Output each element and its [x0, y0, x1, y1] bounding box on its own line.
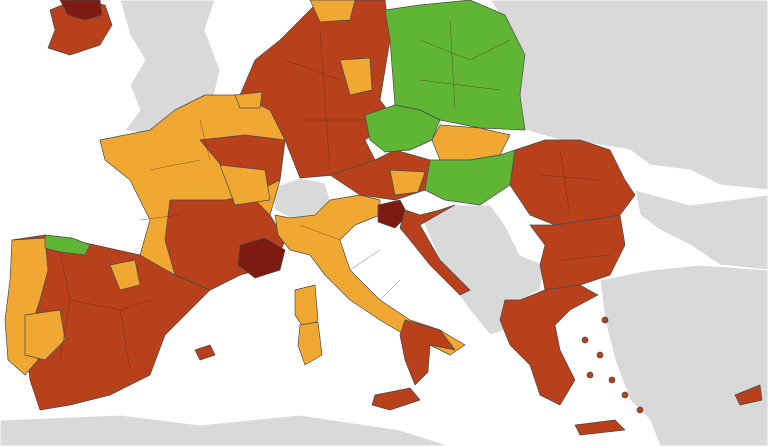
island — [636, 406, 644, 414]
region — [234, 91, 263, 109]
region — [59, 0, 103, 21]
balearic — [194, 344, 216, 361]
central-west — [234, 0, 431, 201]
region — [399, 319, 456, 386]
region — [339, 57, 373, 96]
cyprus — [734, 384, 763, 406]
italy-adriatic — [274, 194, 471, 411]
croatia — [399, 204, 471, 296]
region — [389, 169, 426, 196]
island — [581, 336, 589, 344]
region — [309, 0, 356, 23]
greece — [499, 284, 599, 406]
ireland — [47, 0, 113, 56]
borders — [539, 149, 611, 261]
island — [601, 316, 609, 324]
south-east — [499, 139, 763, 436]
portugal — [4, 237, 49, 376]
region — [219, 164, 271, 206]
central-east — [364, 0, 526, 206]
region — [24, 309, 66, 361]
borders — [139, 119, 211, 221]
iberia — [4, 234, 216, 411]
north-africa — [0, 414, 451, 446]
islands — [581, 316, 644, 414]
sardinia — [297, 321, 323, 366]
borders — [59, 251, 151, 371]
sicily — [371, 387, 421, 411]
region — [109, 259, 141, 291]
island — [608, 376, 616, 384]
bulgaria — [529, 214, 626, 291]
borders — [284, 29, 370, 171]
france — [99, 94, 319, 331]
basque — [44, 234, 91, 256]
island — [596, 351, 604, 359]
borders — [419, 19, 511, 111]
borders — [299, 224, 401, 301]
region — [237, 237, 286, 279]
crete — [574, 419, 626, 436]
turkey — [599, 264, 768, 446]
island — [586, 371, 594, 379]
romania — [509, 139, 636, 226]
black-sea-coast — [634, 189, 768, 271]
island — [621, 391, 629, 399]
